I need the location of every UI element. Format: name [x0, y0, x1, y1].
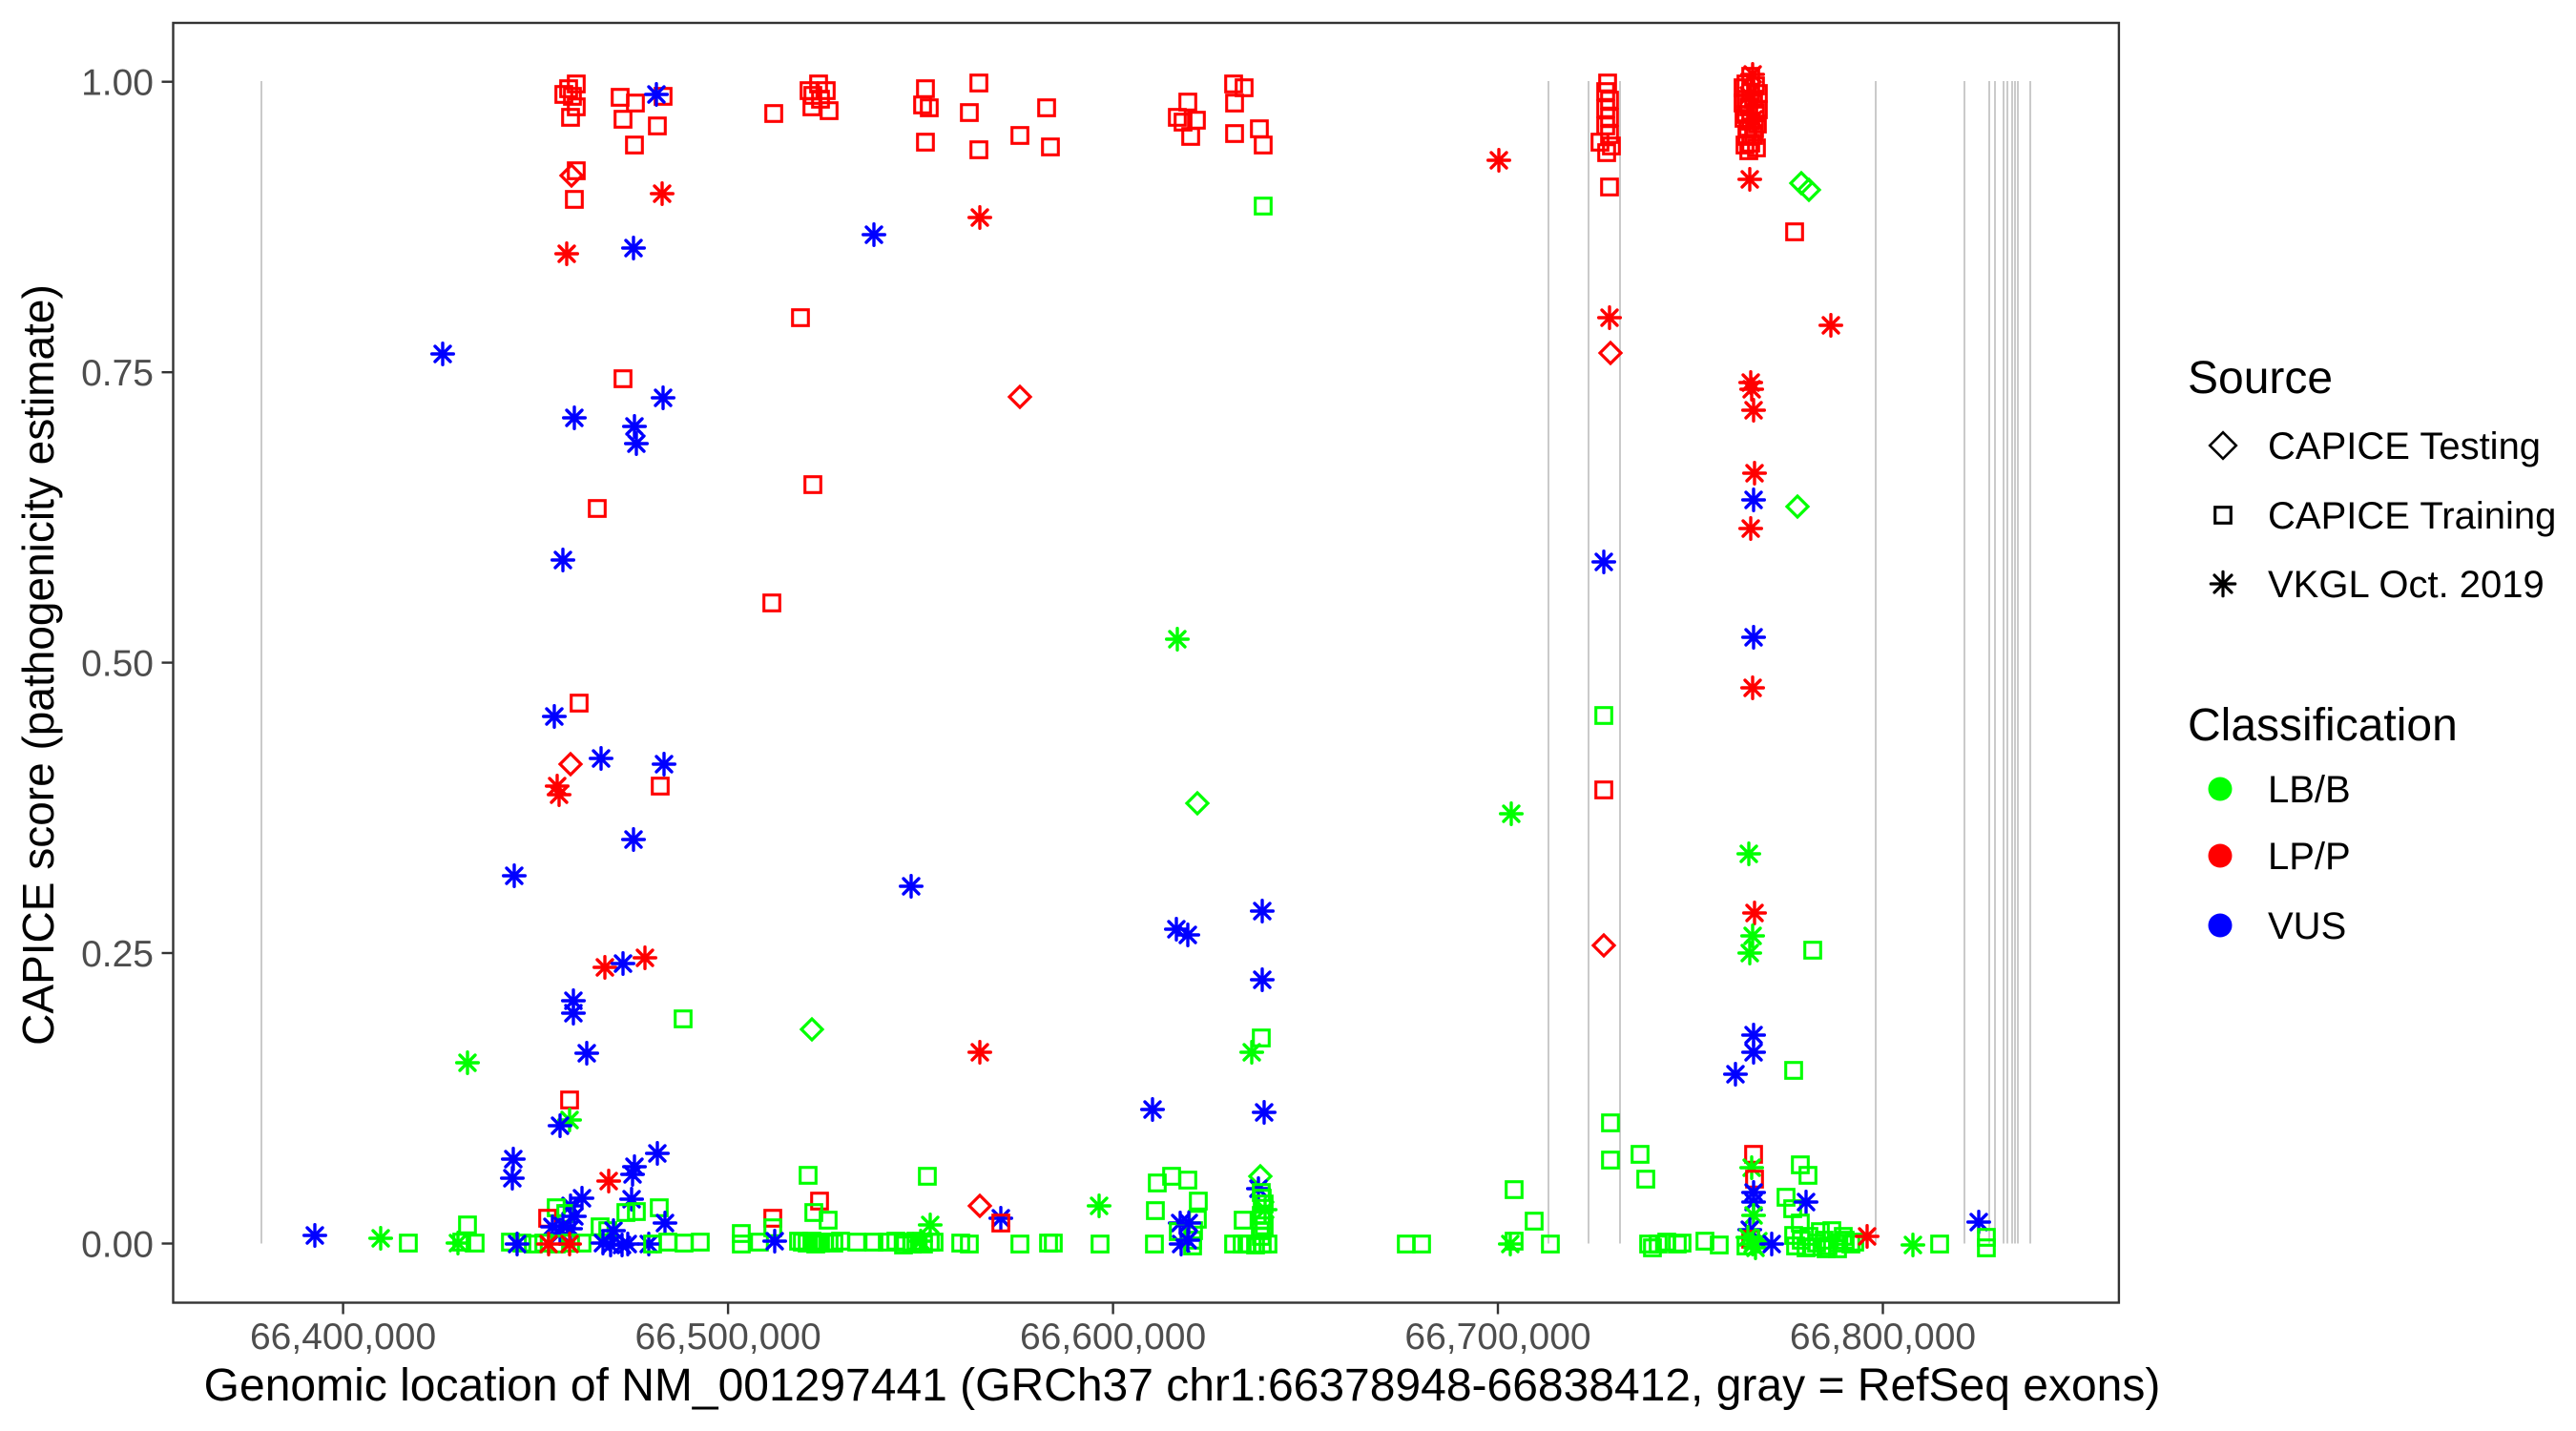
- svg-text:LB/B: LB/B: [2268, 769, 2351, 811]
- svg-text:66,700,000: 66,700,000: [1404, 1317, 1590, 1358]
- svg-text:VKGL Oct. 2019: VKGL Oct. 2019: [2268, 564, 2545, 606]
- svg-text:0.50: 0.50: [81, 644, 154, 685]
- svg-text:VUS: VUS: [2268, 905, 2346, 947]
- svg-text:Source: Source: [2188, 353, 2333, 404]
- svg-text:LP/P: LP/P: [2268, 836, 2351, 878]
- svg-text:0.00: 0.00: [81, 1225, 154, 1266]
- svg-text:Classification: Classification: [2188, 700, 2458, 751]
- svg-text:0.25: 0.25: [81, 934, 154, 975]
- svg-text:Genomic location of NM_0012974: Genomic location of NM_001297441 (GRCh37…: [204, 1360, 2161, 1411]
- svg-text:1.00: 1.00: [81, 63, 154, 104]
- svg-text:CAPICE Training: CAPICE Training: [2268, 495, 2556, 537]
- svg-text:CAPICE Testing: CAPICE Testing: [2268, 425, 2541, 467]
- svg-text:66,800,000: 66,800,000: [1790, 1317, 1976, 1358]
- svg-text:66,600,000: 66,600,000: [1020, 1317, 1206, 1358]
- svg-text:66,500,000: 66,500,000: [634, 1317, 821, 1358]
- svg-text:0.75: 0.75: [81, 353, 154, 394]
- svg-text:66,400,000: 66,400,000: [250, 1317, 436, 1358]
- svg-text:CAPICE score (pathogenicity es: CAPICE score (pathogenicity estimate): [13, 284, 63, 1046]
